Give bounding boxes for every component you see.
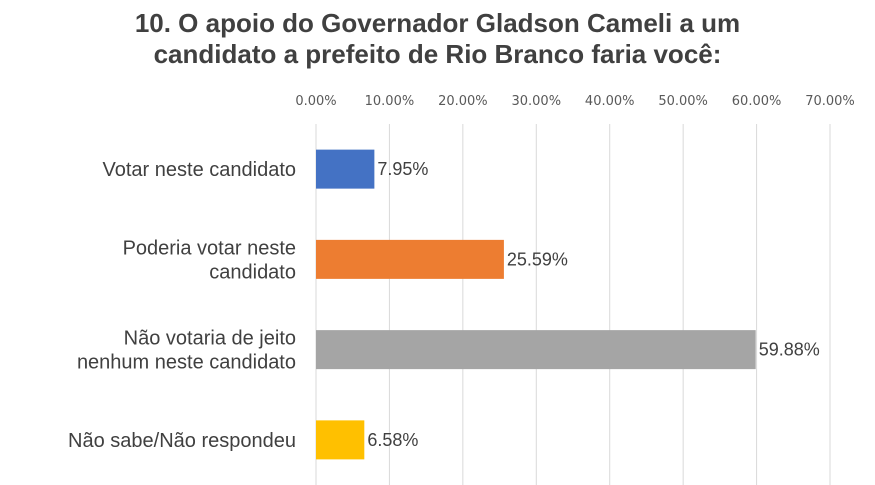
x-tick-label: 50.00% (658, 94, 708, 109)
x-tick-label: 60.00% (732, 94, 782, 109)
category-label: Não sabe/Não respondeu (68, 430, 296, 452)
chart-title-line-1: 10. O apoio do Governador Gladson Cameli… (134, 8, 741, 38)
bar (316, 420, 365, 460)
bar (316, 239, 504, 279)
category-label-line: nenhum neste candidato (77, 352, 296, 374)
data-label: 7.95% (377, 159, 428, 179)
x-tick-label: 70.00% (805, 94, 855, 109)
category-label-line: Poderia votar neste (123, 237, 296, 259)
chart-title-line-2: candidato a prefeito de Rio Branco faria… (153, 39, 722, 69)
data-label: 6.58% (367, 430, 418, 450)
x-tick-label: 20.00% (438, 94, 488, 109)
data-label: 25.59% (507, 249, 568, 269)
data-label: 59.88% (759, 340, 820, 360)
category-label-line: Votar neste candidato (103, 159, 296, 181)
x-tick-label: 30.00% (511, 94, 561, 109)
x-tick-label: 0.00% (295, 94, 336, 109)
bar (316, 149, 375, 189)
bar (316, 330, 756, 370)
chart-title: 10. O apoio do Governador Gladson Cameli… (0, 8, 875, 70)
category-label: Não votaria de jeito nenhum neste candida… (77, 328, 296, 374)
x-tick-label: 10.00% (365, 94, 415, 109)
category-label: Votar neste candidato (103, 159, 296, 181)
category-label: Poderia votar neste candidato (123, 237, 296, 283)
category-label-line: Não sabe/Não respondeu (68, 430, 296, 452)
category-label-line: Não votaria de jeito (124, 328, 296, 350)
category-label-line: candidato (209, 261, 296, 283)
x-tick-label: 40.00% (585, 94, 635, 109)
